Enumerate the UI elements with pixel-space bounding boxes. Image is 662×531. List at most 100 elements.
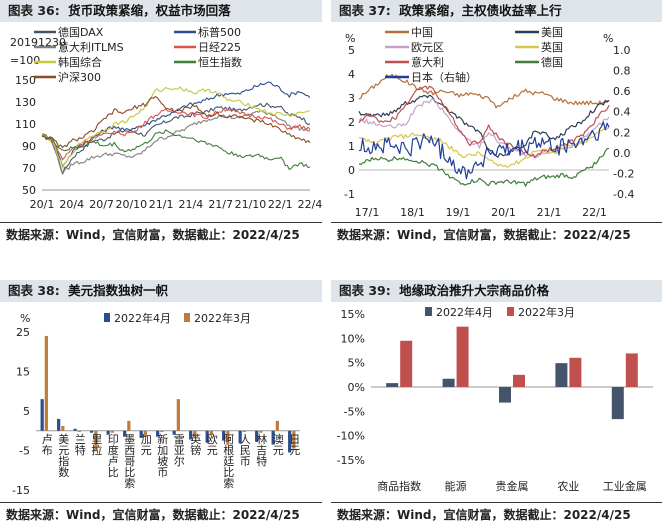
chart-38-bar-1-5 [127, 420, 131, 431]
chart-38-category-label-9: 英镑 [190, 432, 201, 457]
chart-37-series-line-5 [358, 147, 610, 187]
chart-37-right-unit: % [603, 32, 613, 45]
chart-36-header: 图表 36: 货币政策紧缩，权益市场回落 [0, 0, 322, 22]
chart-38-bar-0-15 [288, 430, 292, 453]
chart-37-legend-label-5: 德国 [541, 55, 563, 69]
chart-38-category-label-5: 墨西哥比索 [124, 433, 135, 490]
chart-38-bar-1-9 [193, 430, 197, 437]
chart-38-bar-0-0 [40, 399, 44, 431]
chart-38-category-label-7: 新加坡币 [157, 432, 168, 479]
chart-38-bar-0-8 [172, 430, 176, 435]
chart-38-bar-0-4 [106, 430, 110, 435]
chart-39-category-label-2: 贵金属 [496, 479, 529, 493]
chart-36-xtick-8: 22/1 [268, 198, 293, 211]
chart-37-source: 数据来源：Wind，宜信财富，数据截止：2022/4/25 [337, 228, 631, 242]
chart-39-title: 地缘政治推升大宗商品价格 [399, 283, 550, 298]
chart-38-bar-1-11 [226, 430, 230, 445]
chart-39-bar-0-1 [442, 378, 455, 387]
chart-38-svg: % -15 -5 5 15 25 卢布美元指数兰特里拉印度卢比墨西哥比索加元新加坡币雷亚尔英… [12, 311, 300, 497]
chart-38-bar-0-13 [255, 430, 259, 442]
chart-39-bar-1-4 [625, 353, 638, 387]
chart-37-ytick-3: 2 [348, 116, 355, 129]
chart-36-xtick-5: 21/4 [179, 198, 204, 211]
chart-38-bar-0-10 [205, 430, 209, 443]
chart-37-y2tick-3: 0.2 [613, 126, 631, 139]
chart-36-ytick-4: 130 [15, 96, 36, 109]
chart-36-series-line-4 [41, 86, 311, 169]
chart-37-ytick-0: -1 [344, 188, 355, 201]
chart-38-ytick-0: -15 [12, 484, 30, 497]
chart-37-title: 政策紧缩，主权债收益率上行 [399, 3, 562, 18]
chart-39-bar-1-2 [513, 374, 525, 387]
chart-38-figure-no: 图表 38: [8, 283, 60, 298]
chart-37-svg: % % -1 0 1 2 3 4 5 -0.4 -0.2 0.0 0.2 0.4 0.6 0.8 1.0 17/1… [344, 26, 634, 219]
chart-37-legend-label-0: 中国 [411, 26, 433, 39]
chart-38-bar-1-0 [44, 335, 48, 431]
chart-39-legend-swatch-1 [507, 307, 514, 316]
chart-38-bar-1-8 [176, 399, 180, 431]
chart-36-ytick-2: 90 [22, 140, 36, 153]
chart-39-bar-0-2 [499, 387, 511, 403]
chart-37-ytick-4: 3 [348, 92, 355, 105]
chart-38-category-label-4: 印度卢比 [108, 433, 119, 479]
chart-36-xtick-7: 21/10 [235, 198, 267, 211]
chart-36-legend-label-3: 日经225 [198, 41, 241, 54]
chart-38-bar-0-12 [238, 430, 242, 444]
panel-chart-38: 图表 38: 美元指数独树一帜 % -15 -5 5 15 25 卢布 美元指数 兰特 里拉 印度卢… [0, 280, 322, 531]
chart-37-y2tick-6: 0.8 [613, 65, 631, 78]
chart-38-ytick-1: -5 [19, 445, 30, 458]
chart-36-title: 货币政策紧缩，权益市场回落 [68, 3, 231, 18]
chart-37-y2tick-4: 0.4 [613, 106, 631, 119]
chart-38-legend-swatch-0 [104, 313, 110, 322]
chart-36-xtick-1: 20/4 [59, 198, 84, 211]
chart-38-legend-label-1: 2022年3月 [194, 311, 251, 325]
chart-38-unit: % [20, 312, 30, 325]
chart-38-source: 数据来源：Wind，宜信财富，数据截止：2022/4/25 [6, 508, 300, 522]
chart-36-ytick-0: 50 [22, 184, 36, 197]
chart-37-series-line-0 [358, 73, 610, 109]
chart-38-title: 美元指数独树一帜 [68, 283, 169, 298]
chart-38-bar-1-3 [94, 430, 98, 452]
chart-37-y2tick-7: 1.0 [613, 44, 631, 57]
chart-36-legend-label-0: 德国DAX [58, 25, 104, 39]
chart-36-series-line-0 [41, 102, 311, 175]
chart-39-header: 图表 39: 地缘政治推升大宗商品价格 [331, 280, 662, 302]
chart-38-source-rule [0, 502, 322, 503]
chart-38-bar-0-9 [189, 430, 193, 440]
chart-38-bar-0-1 [57, 418, 61, 431]
chart-38-bar-0-7 [156, 430, 160, 437]
chart-37-xtick-4: 21/1 [537, 206, 562, 219]
chart-36-series-line-3 [41, 108, 311, 161]
chart-38-bar-0-2 [73, 428, 77, 431]
chart-36-xtick-6: 21/7 [208, 198, 233, 211]
chart-37-xtick-3: 20/1 [491, 206, 516, 219]
chart-36-note-line2: =100 [10, 54, 40, 67]
chart-38-legend-label-0: 2022年4月 [114, 311, 171, 325]
chart-38-category-label-11: 阿根廷比索 [223, 433, 234, 490]
chart-38-bar-0-11 [222, 430, 226, 441]
panel-chart-37: 图表 37: 政策紧缩，主权债收益率上行 %% -1 0 1 2 3 4 5 -0.4 -0.2 0… [331, 0, 662, 250]
chart-39-svg: 15% 10% 5% 0% -5% -10% -15% 商品指数 能源 贵金属 农业 工业金属 2022… [337, 305, 653, 493]
chart-38-bar-0-5 [123, 430, 127, 437]
chart-38-bar-0-6 [139, 430, 143, 438]
chart-38-category-label-3: 里拉 [91, 433, 102, 457]
chart-38-bar-1-7 [160, 430, 164, 432]
chart-38-bar-0-3 [90, 430, 94, 433]
chart-38-category-label-6: 加元 [141, 433, 152, 457]
chart-39-ytick-4: -5% [344, 405, 365, 418]
chart-39-ytick-1: 10% [341, 332, 365, 345]
chart-37-y2tick-2: 0.0 [613, 147, 631, 160]
chart-39-bar-0-3 [555, 363, 568, 387]
chart-37-y2tick-5: 0.6 [613, 85, 631, 98]
chart-39-bar-1-1 [456, 326, 469, 387]
chart-38-bar-0-14 [271, 430, 275, 445]
chart-37-legend-label-6: 日本（右轴） [411, 70, 477, 84]
chart-38-category-label-10: 欧元 [207, 433, 218, 457]
chart-38-bar-1-6 [143, 430, 147, 437]
panel-chart-36: 图表 36: 货币政策紧缩，权益市场回落 20191230 =100 50 70 90 1… [0, 0, 322, 250]
chart-36-legend-label-6: 沪深300 [58, 70, 101, 84]
chart-39-figure-no: 图表 39: [339, 283, 391, 298]
chart-36-legend-label-4: 韩国综合 [58, 55, 102, 69]
chart-39-category-label-0: 商品指数 [377, 479, 421, 493]
chart-37-legend-label-2: 欧元区 [411, 41, 444, 54]
